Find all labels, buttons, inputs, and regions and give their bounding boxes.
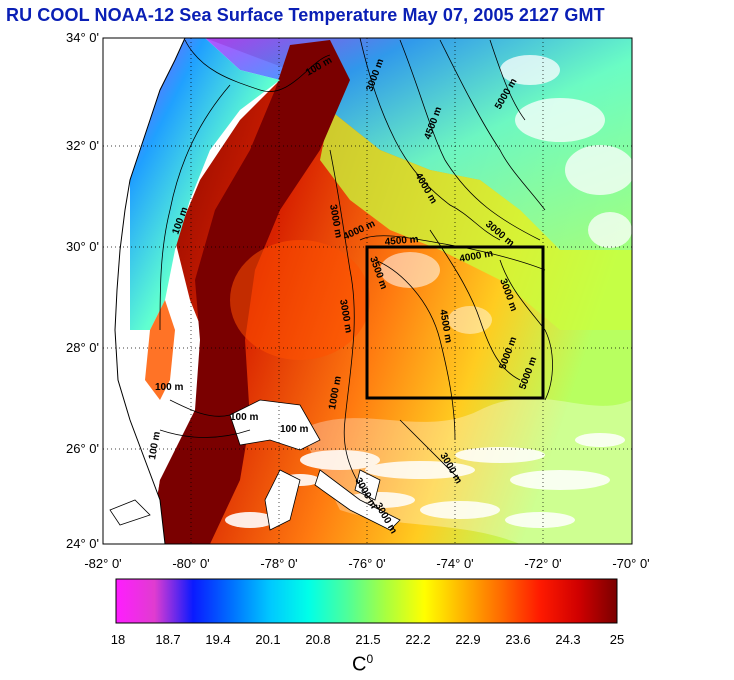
colorbar — [115, 578, 618, 624]
colorbar-tick-label: 19.4 — [205, 632, 230, 647]
lon-label: -78° 0' — [260, 556, 297, 571]
contour-label: 100 m — [147, 431, 163, 461]
lat-label: 30° 0' — [66, 239, 99, 254]
colorbar-tick-label: 25 — [610, 632, 624, 647]
map-border — [102, 37, 633, 545]
contour-label: 4500 m — [384, 234, 419, 248]
colorbar-tick-label: 23.6 — [505, 632, 530, 647]
colorbar-tick-label: 22.9 — [455, 632, 480, 647]
unit-label: C — [352, 653, 367, 676]
colorbar-unit: C0 — [352, 652, 373, 677]
colorbar-tick-label: 18 — [111, 632, 125, 647]
map-title: RU COOL NOAA-12 Sea Surface Temperature … — [6, 5, 605, 25]
contour-label: 100 m — [230, 412, 258, 423]
contour-label: 100 m — [155, 382, 183, 393]
lon-label: -72° 0' — [524, 556, 561, 571]
lat-label: 32° 0' — [66, 138, 99, 153]
lat-label: 28° 0' — [66, 340, 99, 355]
lon-label: -74° 0' — [436, 556, 473, 571]
lon-label: -82° 0' — [84, 556, 121, 571]
lat-label: 24° 0' — [66, 536, 99, 551]
lat-label: 26° 0' — [66, 441, 99, 456]
colorbar-tick-label: 18.7 — [155, 632, 180, 647]
colorbar-tick-label: 21.5 — [355, 632, 380, 647]
study-box — [365, 245, 545, 400]
colorbar-tick-label: 20.8 — [305, 632, 330, 647]
lat-label: 34° 0' — [66, 30, 99, 45]
contour-label: 100 m — [280, 424, 308, 435]
lon-label: -70° 0' — [612, 556, 649, 571]
unit-superscript: 0 — [366, 652, 374, 666]
lon-label: -80° 0' — [172, 556, 209, 571]
lon-label: -76° 0' — [348, 556, 385, 571]
colorbar-tick-label: 22.2 — [405, 632, 430, 647]
sst-field: 100 m 3000 m 5000 m 4500 m 4000 m 3000 m… — [103, 38, 632, 544]
colorbar-tick-label: 20.1 — [255, 632, 280, 647]
colorbar-ramp — [115, 578, 618, 624]
colorbar-tick-label: 24.3 — [555, 632, 580, 647]
